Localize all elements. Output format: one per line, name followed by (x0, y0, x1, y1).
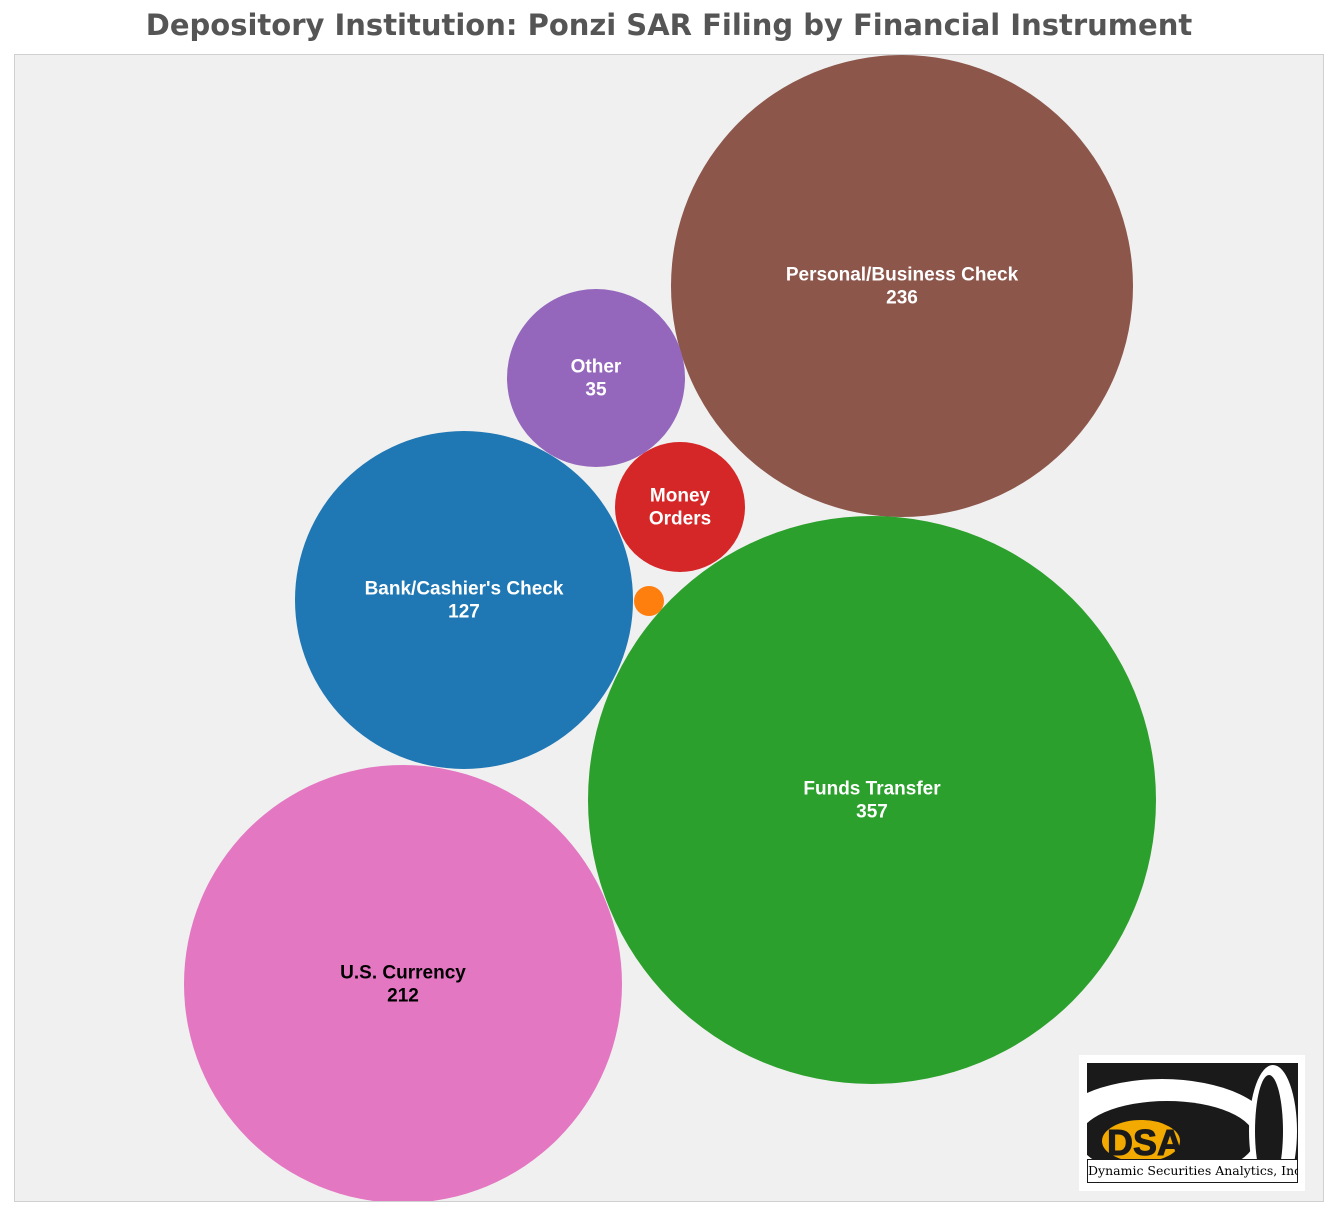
dsa-logo-graphic: DSA (1087, 1065, 1297, 1183)
bubble-chart: Personal/Business Check236Other35MoneyOr… (184, 55, 1156, 1202)
dsa-logo-caption: Dynamic Securities Analytics, Inc. (1087, 1159, 1298, 1183)
bubble-circle-other[interactable] (507, 289, 685, 467)
bubble-circle-u-s-currency[interactable] (184, 765, 622, 1202)
bubble-value-funds-transfer: 357 (856, 802, 888, 823)
bubble-label-funds-transfer: Funds Transfer (803, 779, 941, 800)
bubble-label-personal-business-check: Personal/Business Check (786, 265, 1019, 286)
bubble-label-u-s-currency: U.S. Currency (340, 963, 466, 984)
plot-area: Personal/Business Check 236 Other 35 Money Or… (14, 54, 1324, 1202)
dsa-logo-text: DSA (1107, 1122, 1183, 1163)
bubble-value-bank-cashier-s-check: 127 (448, 602, 480, 623)
bubble-circle-small-orange[interactable] (634, 586, 664, 616)
bubble-circle-personal-business-check[interactable] (671, 55, 1133, 517)
bubble-small-orange[interactable] (634, 586, 664, 616)
bubble-label-money-orders: Money (650, 486, 711, 507)
bubble-value-personal-business-check: 236 (886, 288, 918, 309)
bubble-label-bank-cashier-s-check: Bank/Cashier's Check (365, 579, 564, 600)
dsa-logo-mark: DSA Dynamic Securities Analytics, Inc. (1087, 1063, 1298, 1183)
bubble-value-other: 35 (585, 380, 607, 401)
chart-title: Depository Institution: Ponzi SAR Filing… (145, 8, 1193, 42)
dsa-logo: DSA Dynamic Securities Analytics, Inc. (1079, 1055, 1305, 1191)
bubble-circle-money-orders[interactable] (615, 442, 745, 572)
bubble-label-money-orders: Orders (649, 509, 711, 530)
bubble-circle-funds-transfer[interactable] (588, 516, 1156, 1084)
bubble-value-u-s-currency: 212 (387, 986, 419, 1007)
bubble-circle-bank-cashier-s-check[interactable] (295, 431, 633, 769)
bubble-label-other: Other (571, 357, 622, 378)
